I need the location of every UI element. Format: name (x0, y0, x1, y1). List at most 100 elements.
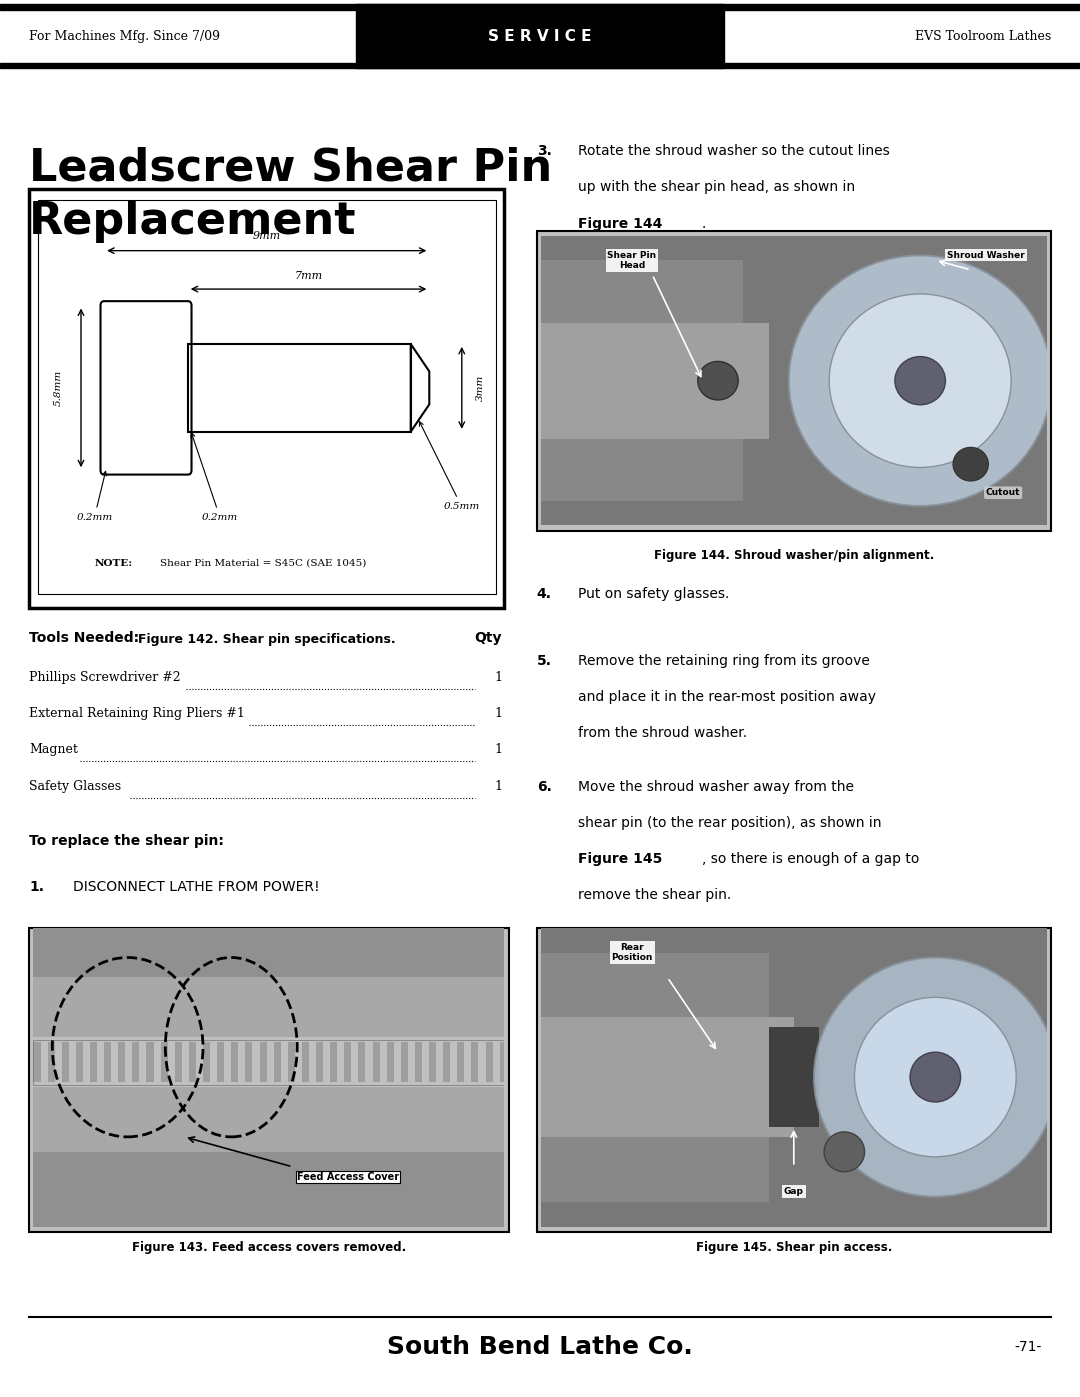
Bar (356, 4, 724, 68)
Bar (245, 1042, 253, 1083)
Text: 1: 1 (495, 780, 502, 792)
Text: 3.: 3. (537, 144, 552, 158)
Text: S E R V I C E: S E R V I C E (488, 29, 592, 43)
Bar (373, 1042, 379, 1083)
Bar (33, 1042, 41, 1083)
Circle shape (788, 256, 1052, 506)
Bar (443, 1042, 450, 1083)
Circle shape (895, 356, 945, 405)
Bar (161, 1042, 167, 1083)
Text: Figure 143: Figure 143 (188, 970, 272, 983)
Bar (541, 1017, 794, 1137)
Bar (302, 1042, 309, 1083)
Bar (537, 928, 1051, 1232)
Text: Phillips Screwdriver #2: Phillips Screwdriver #2 (29, 671, 180, 683)
Text: 5.8mm: 5.8mm (53, 370, 63, 407)
Text: 4.: 4. (537, 587, 552, 601)
Bar (188, 344, 410, 432)
Text: shear pin (to the rear position), as shown in: shear pin (to the rear position), as sho… (578, 816, 881, 830)
Bar (203, 1042, 210, 1083)
Bar (90, 1042, 97, 1083)
Text: EVS Toolroom Lathes: EVS Toolroom Lathes (915, 29, 1051, 43)
Text: 1: 1 (495, 743, 502, 756)
Text: Qty: Qty (475, 631, 502, 645)
Circle shape (824, 1132, 865, 1172)
Text: 0.2mm: 0.2mm (191, 433, 238, 521)
Text: Shear Pin Material = S45C (SAE 1045): Shear Pin Material = S45C (SAE 1045) (160, 559, 366, 569)
Text: .: . (310, 970, 314, 983)
Bar (147, 1042, 153, 1083)
Bar (345, 1042, 351, 1083)
Bar (175, 1042, 181, 1083)
Text: Remove the front and side feed access covers,: Remove the front and side feed access co… (73, 933, 399, 947)
Text: 7mm: 7mm (295, 271, 323, 281)
Bar (287, 1042, 295, 1083)
Text: External Retaining Ring Pliers #1: External Retaining Ring Pliers #1 (29, 707, 245, 719)
Text: Put on safety glasses.: Put on safety glasses. (578, 587, 729, 601)
Text: Safety Glasses: Safety Glasses (29, 780, 121, 792)
Text: NOTE:: NOTE: (95, 559, 133, 569)
Bar (0, 4, 1080, 10)
Text: from the shroud washer.: from the shroud washer. (578, 726, 747, 740)
Circle shape (814, 957, 1056, 1197)
Text: 0.5mm: 0.5mm (419, 422, 480, 511)
Text: 1: 1 (495, 671, 502, 683)
Text: Cutout: Cutout (986, 489, 1021, 497)
Text: and place it in the rear-most position away: and place it in the rear-most position a… (578, 690, 876, 704)
Text: Remove the retaining ring from its groove: Remove the retaining ring from its groov… (578, 654, 869, 668)
Text: Gap: Gap (784, 1186, 804, 1196)
Text: up with the shear pin head, as shown in: up with the shear pin head, as shown in (578, 180, 855, 194)
Bar (33, 1039, 504, 1084)
Text: Figure 144. Shroud washer/pin alignment.: Figure 144. Shroud washer/pin alignment. (653, 549, 934, 562)
Text: 1.: 1. (29, 880, 44, 894)
Bar (316, 1042, 323, 1083)
Text: -71-: -71- (1015, 1340, 1042, 1354)
Bar (500, 1042, 507, 1083)
Text: 1: 1 (495, 707, 502, 719)
Circle shape (910, 1052, 960, 1102)
Bar (133, 1042, 139, 1083)
Bar (76, 1042, 83, 1083)
Bar (541, 953, 769, 1201)
Text: 9mm: 9mm (253, 231, 281, 240)
Text: Shroud Washer: Shroud Washer (947, 250, 1025, 260)
Bar (486, 1042, 492, 1083)
Text: Figure 145: Figure 145 (578, 852, 662, 866)
Text: South Bend Lathe Co.: South Bend Lathe Co. (387, 1334, 693, 1359)
Text: Move the shroud washer away from the: Move the shroud washer away from the (578, 780, 854, 793)
Text: 3mm: 3mm (476, 374, 485, 401)
Circle shape (854, 997, 1016, 1157)
Text: Rear
Position: Rear Position (611, 943, 652, 963)
Circle shape (953, 447, 988, 481)
Bar (29, 189, 504, 608)
Bar (29, 928, 509, 1232)
Bar (118, 1042, 125, 1083)
Bar (33, 1037, 504, 1087)
Text: remove the shear pin.: remove the shear pin. (578, 888, 731, 902)
Text: 5.: 5. (537, 654, 552, 668)
Bar (541, 260, 743, 502)
Bar (48, 1042, 55, 1083)
Bar (387, 1042, 394, 1083)
Bar (231, 1042, 239, 1083)
Bar (38, 200, 496, 594)
Bar (33, 978, 504, 1151)
Bar (359, 1042, 365, 1083)
Bar (537, 231, 1051, 531)
Bar (189, 1042, 195, 1083)
Bar (104, 1042, 111, 1083)
Text: Magnet: Magnet (29, 743, 78, 756)
Bar (769, 1027, 819, 1127)
Text: Figure 142. Shear pin specifications.: Figure 142. Shear pin specifications. (138, 633, 395, 645)
Text: For Machines Mfg. Since 7/09: For Machines Mfg. Since 7/09 (29, 29, 220, 43)
Text: Feed Access Cover: Feed Access Cover (297, 1172, 400, 1182)
Circle shape (698, 362, 739, 400)
Bar (0, 63, 1080, 68)
Bar (273, 1042, 281, 1083)
Text: To replace the shear pin:: To replace the shear pin: (29, 834, 224, 848)
Circle shape (829, 293, 1011, 468)
Bar (429, 1042, 436, 1083)
Bar (259, 1042, 267, 1083)
Bar (541, 323, 769, 439)
Text: 2.: 2. (29, 933, 44, 947)
